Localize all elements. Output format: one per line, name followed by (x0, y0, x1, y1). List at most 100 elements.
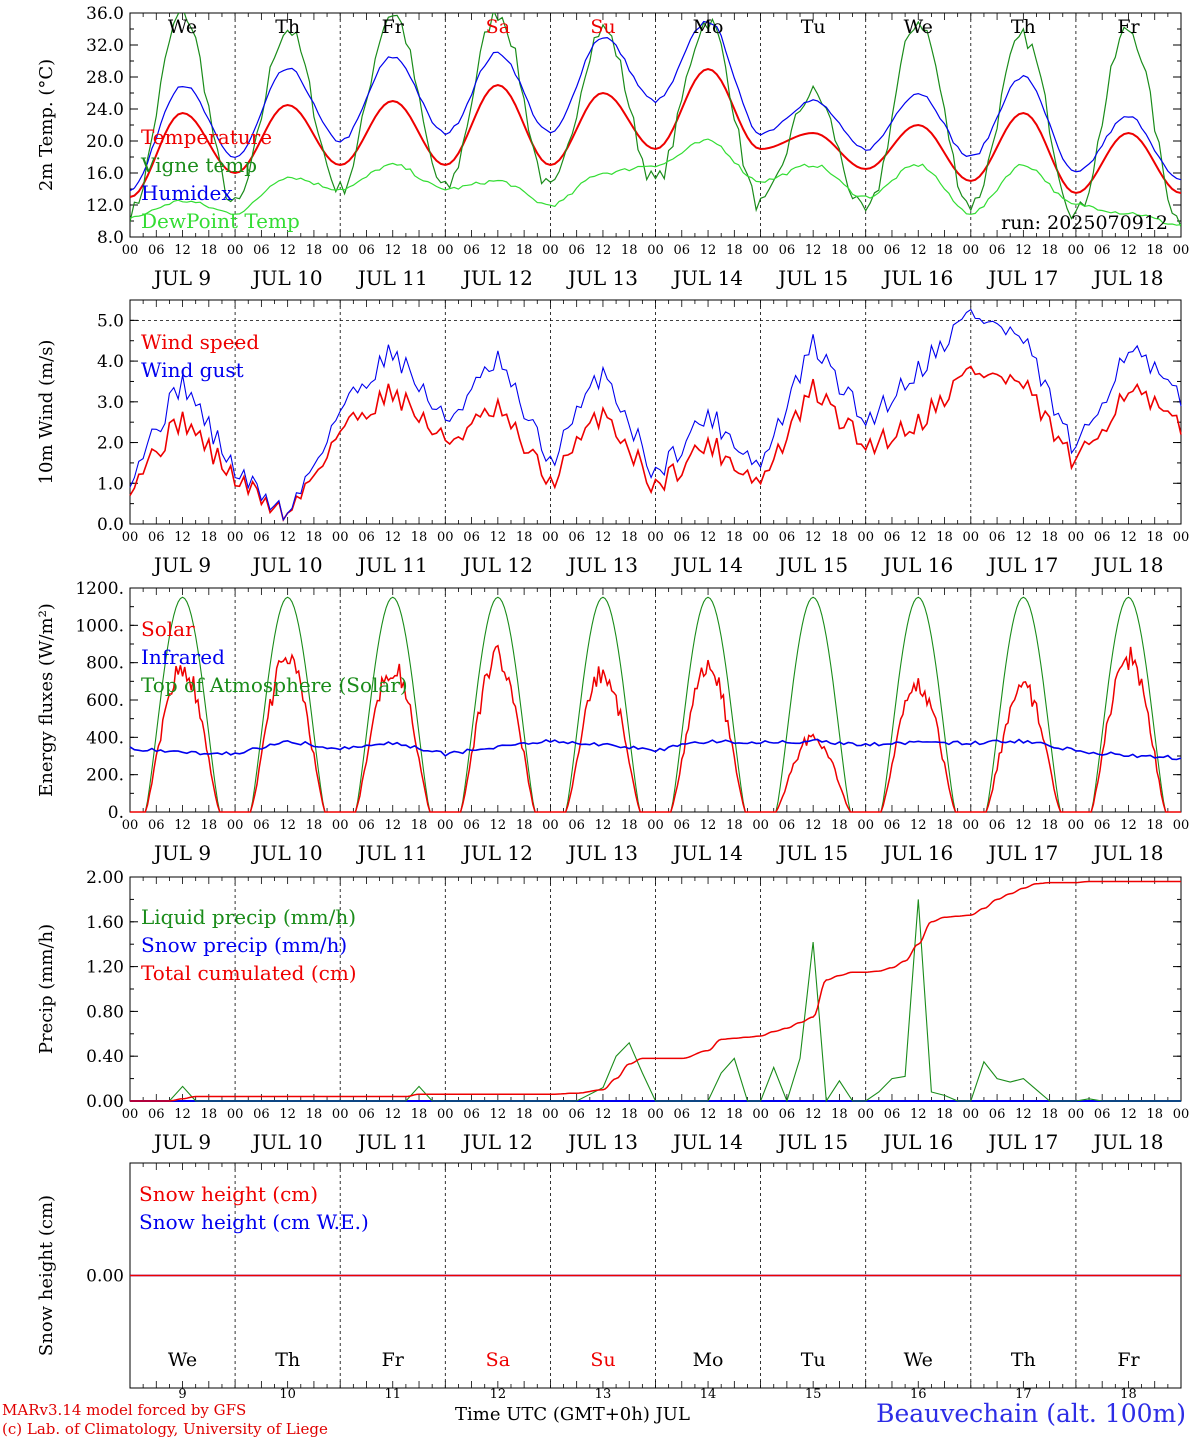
day-abbr-top: Th (275, 16, 300, 38)
panel-2-ytick-label: 1000. (75, 616, 124, 636)
day-abbr-bottom: We (168, 1349, 197, 1371)
hour-tick-label: 06 (463, 818, 480, 833)
legend-solar: Solar (141, 617, 195, 641)
date-label: JUL 12 (461, 841, 533, 865)
day-abbr-bottom: Su (590, 1349, 615, 1371)
series-solar (130, 644, 1181, 813)
hour-tick-label: 18 (1041, 243, 1058, 258)
panel-0-ytick-label: 20.0 (86, 132, 124, 152)
hour-tick-label: 18 (411, 530, 428, 545)
panel-2-ytick-label: 0. (108, 803, 124, 823)
hour-tick-label: 00 (647, 243, 664, 258)
hour-tick-label: 18 (1041, 530, 1058, 545)
hour-tick-label: 06 (779, 530, 796, 545)
series-dewpoint-temp (130, 138, 1181, 226)
day-abbr-bottom: Fr (1117, 1349, 1140, 1371)
hour-tick-label: 12 (279, 818, 296, 833)
hour-tick-label: 06 (884, 1107, 901, 1122)
hour-tick-label: 00 (227, 243, 244, 258)
hour-tick-label: 06 (463, 1107, 480, 1122)
hour-tick-label: 06 (358, 530, 375, 545)
hour-tick-label: 00 (857, 530, 874, 545)
date-label: JUL 18 (1091, 841, 1163, 865)
panel-0-frame (129, 12, 1182, 238)
panel-4-ylabel: Snow height (cm) (36, 1195, 57, 1356)
panel-2-ylabel: Energy fluxes (W/m²) (36, 603, 57, 797)
panel-1-ytick-label: 2.0 (97, 434, 124, 454)
hour-tick-label: 06 (148, 243, 165, 258)
date-label: JUL 13 (566, 553, 638, 577)
hour-tick-label: 18 (726, 818, 743, 833)
panel-0-ytick-label: 32.0 (86, 36, 124, 56)
panel-0-ytick-label: 12.0 (86, 196, 124, 216)
hour-tick-label: 06 (779, 818, 796, 833)
hour-tick-label: 06 (884, 818, 901, 833)
hour-tick-label: 12 (174, 818, 191, 833)
hour-tick-label: 06 (884, 243, 901, 258)
date-label: JUL 9 (152, 553, 211, 577)
day-abbr-top: We (168, 16, 197, 38)
hour-tick-label: 18 (201, 530, 218, 545)
day-abbr-top: We (904, 16, 933, 38)
date-label: JUL 14 (671, 266, 743, 290)
day-abbr-bottom: Sa (486, 1349, 510, 1371)
day-abbr-top: Fr (382, 16, 405, 38)
hour-tick-label: 00 (542, 243, 559, 258)
panel-2-ytick-label: 600. (86, 691, 124, 711)
hour-tick-label: 18 (411, 1107, 428, 1122)
day-number-label: 15 (805, 1387, 822, 1402)
hour-tick-label: 00 (752, 1107, 769, 1122)
panel-2-ytick-label: 800. (86, 654, 124, 674)
date-label: JUL 18 (1091, 553, 1163, 577)
date-label: JUL 9 (152, 1130, 211, 1154)
hour-tick-label: 00 (542, 530, 559, 545)
hour-tick-label: 00 (542, 818, 559, 833)
hour-tick-label: 06 (1094, 243, 1111, 258)
hour-tick-label: 12 (490, 530, 507, 545)
hour-tick-label: 12 (490, 818, 507, 833)
hour-tick-label: 12 (1120, 530, 1137, 545)
hour-tick-label: 18 (1041, 818, 1058, 833)
date-label: JUL 13 (566, 266, 638, 290)
hour-tick-label: 06 (674, 818, 691, 833)
day-abbr-bottom: Fr (382, 1349, 405, 1371)
hour-tick-label: 06 (989, 1107, 1006, 1122)
hour-tick-label: 18 (516, 243, 533, 258)
panel-3-ytick-label: 0.40 (86, 1047, 124, 1067)
panel-0-ytick-label: 36.0 (86, 4, 124, 24)
hour-tick-label: 00 (437, 530, 454, 545)
date-label: JUL 14 (671, 841, 743, 865)
hour-tick-label: 00 (332, 818, 349, 833)
day-abbr-top: Tu (801, 16, 826, 38)
hour-tick-label: 06 (358, 1107, 375, 1122)
legend-humidex: Humidex (141, 181, 233, 205)
panel-0-ytick-label: 16.0 (86, 164, 124, 184)
hour-tick-label: 12 (700, 818, 717, 833)
series-infrared (129, 738, 1182, 761)
legend-wind-gust: Wind gust (141, 358, 244, 382)
hour-tick-label: 12 (805, 818, 822, 833)
panel-3-ytick-label: 2.00 (86, 868, 124, 888)
hour-tick-label: 12 (1120, 1107, 1137, 1122)
date-label: JUL 16 (881, 266, 953, 290)
legend-wind-speed: Wind speed (141, 330, 259, 354)
hour-tick-label: 12 (700, 530, 717, 545)
panel-3-ytick-label: 0.00 (86, 1092, 124, 1112)
hour-tick-label: 00 (647, 530, 664, 545)
hour-tick-label: 12 (174, 1107, 191, 1122)
hour-tick-label: 18 (1146, 818, 1163, 833)
hour-tick-label: 00 (332, 1107, 349, 1122)
panel-1-ytick-label: 4.0 (97, 352, 124, 372)
day-number-label: 16 (910, 1387, 927, 1402)
hour-tick-label: 12 (384, 530, 401, 545)
hour-tick-label: 18 (201, 1107, 218, 1122)
hour-tick-label: 06 (568, 243, 585, 258)
hour-tick-label: 00 (227, 818, 244, 833)
date-label: JUL 11 (356, 1130, 428, 1154)
hour-tick-label: 18 (516, 530, 533, 545)
hour-tick-label: 00 (332, 530, 349, 545)
day-number-label: 14 (700, 1387, 717, 1402)
hour-tick-label: 12 (1015, 1107, 1032, 1122)
legend-top-of-atmosphere-solar-: Top of Atmosphere (Solar) (141, 673, 408, 697)
